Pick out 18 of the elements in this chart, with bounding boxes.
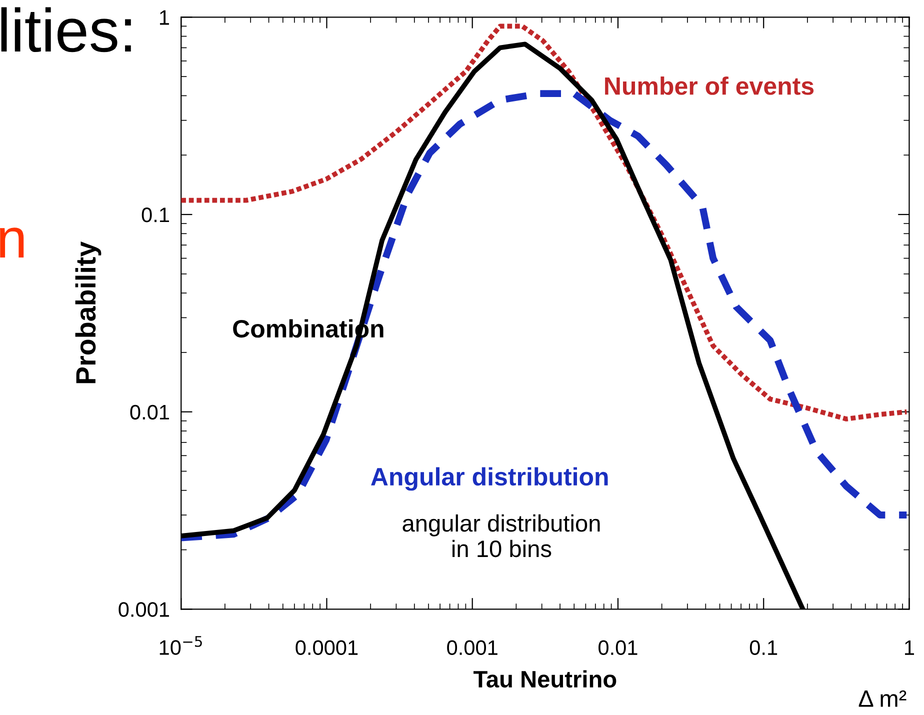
text: lities: bbox=[1, 7, 131, 52]
x-tick-label: 0.001 bbox=[447, 640, 498, 656]
y-tick-label: 0.001 bbox=[118, 602, 169, 617]
text: n bbox=[0, 228, 24, 258]
x-tick-label: 0.1 bbox=[750, 640, 778, 656]
x-tick-label: 0.01 bbox=[598, 640, 638, 656]
y-tick-label: 1 bbox=[160, 10, 169, 25]
x-tick-label: 0.0001 bbox=[296, 640, 358, 656]
text: Δ m² bbox=[858, 690, 906, 707]
y-tick-label: 0.01 bbox=[130, 404, 169, 420]
text: Angular distribution bbox=[371, 467, 608, 491]
x-tick-label: 10$^{−5}$ bbox=[160, 636, 202, 655]
annotation: angular distribution in 10 bins bbox=[402, 514, 600, 558]
y-tick-label: 0.1 bbox=[142, 208, 169, 222]
x-tick-label: 1 bbox=[905, 640, 914, 655]
y-axis-title: Probability bbox=[75, 242, 102, 384]
x-axis-title: Tau Neutrino bbox=[474, 670, 616, 688]
series-label: Number of events bbox=[605, 76, 814, 95]
